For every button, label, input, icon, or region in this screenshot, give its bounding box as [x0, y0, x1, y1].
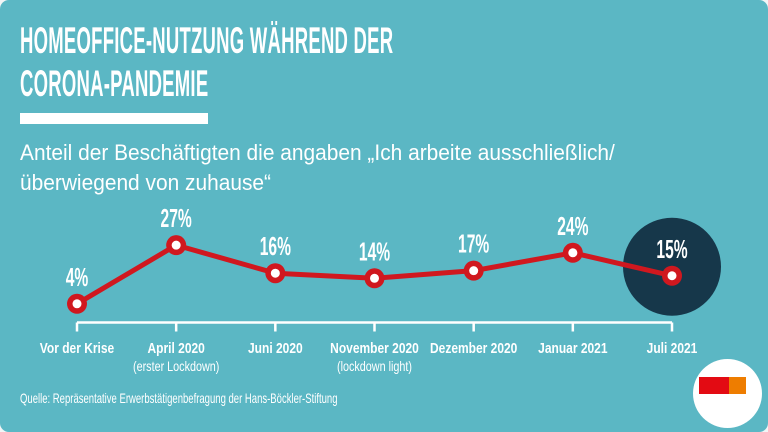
category-label: Dezember 2020 [430, 340, 517, 357]
data-point-label: 17% [458, 230, 489, 259]
category-label: April 2020 [147, 340, 204, 357]
category-label: Juni 2020 [248, 340, 303, 357]
category-sublabel: (lockdown light) [337, 359, 412, 374]
data-point-label: 14% [359, 237, 390, 266]
category-label: November 2020 [330, 340, 419, 357]
x-axis [75, 321, 674, 332]
logo-red-block [699, 377, 729, 394]
chart-subtitle: Anteil der Beschäftigten die angaben „Ic… [20, 138, 615, 198]
category-label: Januar 2021 [538, 340, 608, 357]
data-point-marker-center [72, 299, 82, 309]
data-point-label: 15% [656, 235, 687, 264]
data-point-marker-center [370, 273, 379, 283]
category-label: Vor der Krise [40, 340, 115, 357]
data-point-marker-center [667, 271, 677, 281]
data-point-label: 16% [260, 232, 291, 261]
category-label: Juli 2021 [647, 340, 698, 357]
data-point-marker-center [171, 240, 181, 250]
source-text: Quelle: Repräsentative Erwerbstätigenbef… [20, 390, 338, 406]
data-point-marker-center [568, 248, 578, 258]
chart-subtitle-line2: überwiegend von zuhause“ [20, 170, 271, 195]
data-point-label: 27% [161, 204, 192, 233]
chart-subtitle-line1: Anteil der Beschäftigten die angaben „Ic… [20, 140, 615, 165]
data-point-marker-center [270, 268, 280, 278]
data-point-label: 24% [557, 212, 588, 241]
data-point-marker-center [469, 266, 479, 276]
page-title-line2: CORONA-PANDEMIE [20, 63, 209, 104]
title-underline [20, 113, 208, 124]
page-title-line1: HOMEOFFICE-NUTZUNG WÄHREND DER [20, 20, 394, 61]
category-sublabel: (erster Lockdown) [133, 359, 219, 374]
data-point-label: 4% [66, 263, 89, 292]
logo-orange-block [729, 377, 746, 394]
broadcaster-logo [693, 359, 762, 428]
page-title: HOMEOFFICE-NUTZUNG WÄHREND DER CORONA-PA… [20, 19, 393, 105]
